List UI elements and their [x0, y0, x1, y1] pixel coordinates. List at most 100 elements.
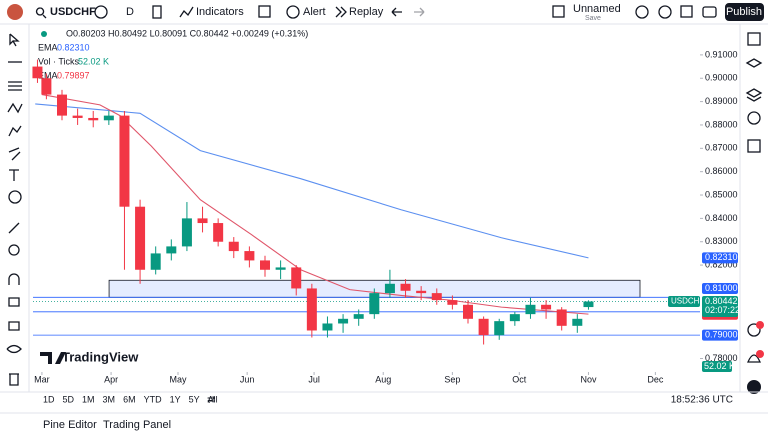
price-tag	[702, 329, 738, 341]
x-tick-label: Sep	[444, 374, 460, 384]
clock: 18:52:36 UTC	[671, 395, 733, 406]
range-button[interactable]: All	[208, 394, 218, 404]
price-tag	[702, 282, 738, 294]
pattern-tool[interactable]	[7, 102, 23, 114]
candle-body	[541, 304, 552, 310]
ema-value: 0.82310	[57, 42, 90, 52]
candle-body	[384, 283, 395, 294]
candle-body	[213, 223, 224, 242]
footer-tab[interactable]: Trading Panel	[103, 419, 171, 431]
brush-tool[interactable]	[8, 147, 21, 161]
cursor-tool[interactable]	[9, 33, 20, 47]
visibility[interactable]	[6, 344, 22, 354]
notifications[interactable]	[747, 354, 761, 363]
zoom-tool[interactable]	[8, 244, 20, 256]
indicators-icon[interactable]	[179, 6, 194, 18]
x-tick-label: Mar	[34, 374, 50, 384]
range-button[interactable]: 1M	[82, 394, 95, 404]
fib-tool[interactable]	[8, 81, 22, 91]
snapshot[interactable]	[702, 6, 717, 18]
alert-button[interactable]: Alert	[303, 6, 326, 18]
candle-body	[306, 288, 317, 331]
footer-tab[interactable]: Pine Editor	[43, 419, 97, 431]
y-tick-label: 0.86000	[705, 166, 738, 176]
range-button[interactable]: YTD	[144, 394, 163, 404]
alert-icon[interactable]	[286, 5, 300, 19]
prediction-tool[interactable]	[8, 125, 22, 137]
market-status	[41, 31, 47, 37]
x-tick-label: Jul	[308, 374, 320, 384]
price-tag	[702, 252, 738, 264]
x-tick-label: Oct	[512, 374, 527, 384]
candle-body	[400, 283, 411, 291]
range-button[interactable]: 1D	[43, 394, 55, 404]
publish-label[interactable]: Publish	[726, 6, 762, 18]
x-tick-label: Jun	[240, 374, 255, 384]
emoji-tool[interactable]	[8, 190, 22, 204]
ema-line	[41, 94, 589, 315]
fullscreen[interactable]	[680, 5, 693, 18]
save-label[interactable]: Save	[585, 15, 601, 22]
quick-search[interactable]	[635, 5, 649, 19]
candle-body	[103, 115, 114, 121]
range-button[interactable]: 3M	[103, 394, 116, 404]
candle-body	[369, 293, 380, 315]
date-range-icon[interactable]: ⇄	[207, 395, 215, 406]
y-tick-label: 0.87000	[705, 143, 738, 153]
alerts-panel[interactable]	[745, 58, 763, 68]
search-icon[interactable]	[35, 7, 47, 19]
candle-body	[41, 78, 52, 95]
badge	[756, 350, 764, 358]
x-tick-label: Apr	[104, 374, 118, 384]
price-tag-label: 0.79000	[705, 330, 738, 340]
y-tick-label: 0.85000	[705, 189, 738, 199]
symbol-tag	[668, 295, 700, 307]
indicators-button[interactable]: Indicators	[196, 6, 244, 18]
range-button[interactable]: 1Y	[170, 394, 181, 404]
candle-body	[463, 304, 473, 319]
candle-body	[431, 293, 442, 301]
layout-icon[interactable]	[552, 5, 565, 18]
templates-icon[interactable]	[258, 5, 271, 18]
candle-body	[353, 314, 364, 319]
lock-tool[interactable]	[8, 297, 20, 307]
hotlist[interactable]	[747, 139, 761, 153]
candle-body	[166, 246, 177, 254]
lock-all[interactable]	[8, 321, 20, 331]
settings[interactable]	[658, 5, 672, 19]
candle-body	[275, 267, 286, 270]
volume-tag-label: 52.02 K	[704, 361, 735, 371]
candle-body	[88, 117, 99, 121]
undo[interactable]	[391, 7, 402, 17]
volume-tag	[702, 361, 732, 372]
layers[interactable]	[745, 88, 763, 102]
publish-button[interactable]	[725, 3, 764, 21]
candle-body	[583, 301, 594, 308]
y-tick-label: 0.89000	[705, 96, 738, 106]
text-tool[interactable]	[9, 169, 19, 181]
replay-button[interactable]: Replay	[349, 6, 384, 18]
replay-icon[interactable]	[335, 6, 347, 18]
chart-type-icon[interactable]	[152, 5, 162, 19]
x-tick-label: May	[169, 374, 187, 384]
range-button[interactable]: 5D	[63, 394, 75, 404]
add-symbol[interactable]	[94, 5, 108, 19]
price-tag-label: 0.81000	[705, 283, 738, 293]
help[interactable]	[747, 380, 761, 394]
interval[interactable]: D	[126, 6, 134, 18]
data-window[interactable]	[747, 111, 761, 125]
layout-name[interactable]: Unnamed	[573, 3, 621, 15]
range-button[interactable]: 5Y	[189, 394, 200, 404]
ruler-tool[interactable]	[8, 222, 20, 234]
chats[interactable]	[747, 323, 761, 337]
redo[interactable]	[414, 7, 425, 17]
avatar[interactable]	[7, 4, 23, 20]
candle-body	[322, 323, 333, 331]
watchlist[interactable]	[747, 32, 761, 46]
ema-line	[35, 103, 589, 259]
range-button[interactable]: 6M	[123, 394, 136, 404]
remove-tool[interactable]	[9, 373, 19, 386]
y-tick-label: 0.82000	[705, 259, 738, 269]
symbol[interactable]: USDCHF	[50, 6, 96, 18]
magnet-tool[interactable]	[8, 273, 20, 285]
